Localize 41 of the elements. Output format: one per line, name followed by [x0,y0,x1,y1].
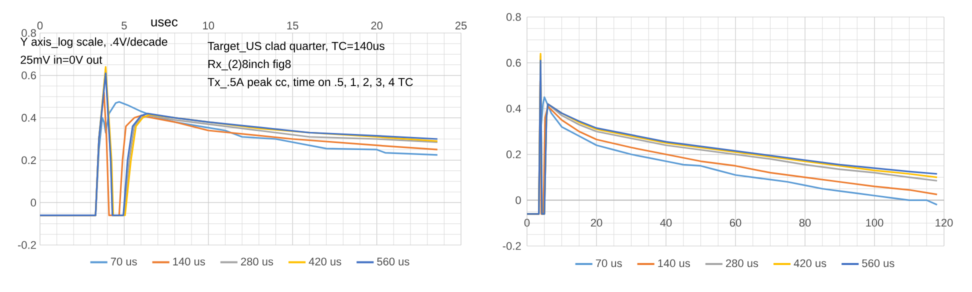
annotation: Target_US clad quarter, TC=140us [208,42,384,52]
x-tick-label: 0 [37,22,43,30]
legend-label: 420 us [308,258,342,266]
y-tick-label: -0.2 [502,242,521,250]
x-tick-label: 60 [730,218,742,227]
y-tick-label: 0.2 [22,156,36,164]
x-tick-label: 80 [799,218,811,227]
legend-label: 560 us [377,258,410,266]
y-tick-label: 0 [30,198,36,206]
annotation: Rx_(2)8inch fig8 [208,60,291,70]
legend-label: 70 us [110,258,137,266]
legend-label: 280 us [726,259,758,268]
legend-label: 560 us [862,259,894,268]
legend-label: 280 us [241,258,274,266]
annotation: Tx_.5A peak cc, time on .5, 1, 2, 3, 4 TC [208,78,413,88]
y-tick-label: 0.6 [22,72,36,80]
x-tick-label: 100 [866,218,884,227]
y-tick-label: 0.6 [506,58,521,67]
legend-label: 140 us [173,258,205,266]
annotation: 25mV in=0V out [20,55,102,64]
legend-label: 140 us [658,259,690,268]
x-tick-label: 120 [936,218,953,227]
x-axis-title: usec [151,19,178,26]
x-tick-label: 10 [203,22,214,30]
x-tick-label: 5 [122,22,127,30]
y-tick-label: 0.8 [22,29,36,37]
annotation: Y axis_log scale, .4V/decade [20,37,168,48]
x-tick-label: 25 [455,22,467,30]
legend-label: 420 us [794,259,826,268]
x-tick-label: 20 [371,22,382,30]
y-tick-label: 0.4 [22,114,36,122]
y-tick-label: 0 [516,196,521,204]
y-tick-label: 0.2 [506,150,521,158]
x-tick-label: 15 [287,22,298,30]
x-tick-label: 40 [660,218,672,227]
x-tick-label: 0 [524,218,530,227]
x-tick-label: 20 [590,218,602,227]
y-tick-label: -0.2 [18,241,36,249]
legend-label: 70 us [596,259,622,268]
y-tick-label: 0.8 [506,13,521,21]
y-tick-label: 0.4 [506,104,522,112]
